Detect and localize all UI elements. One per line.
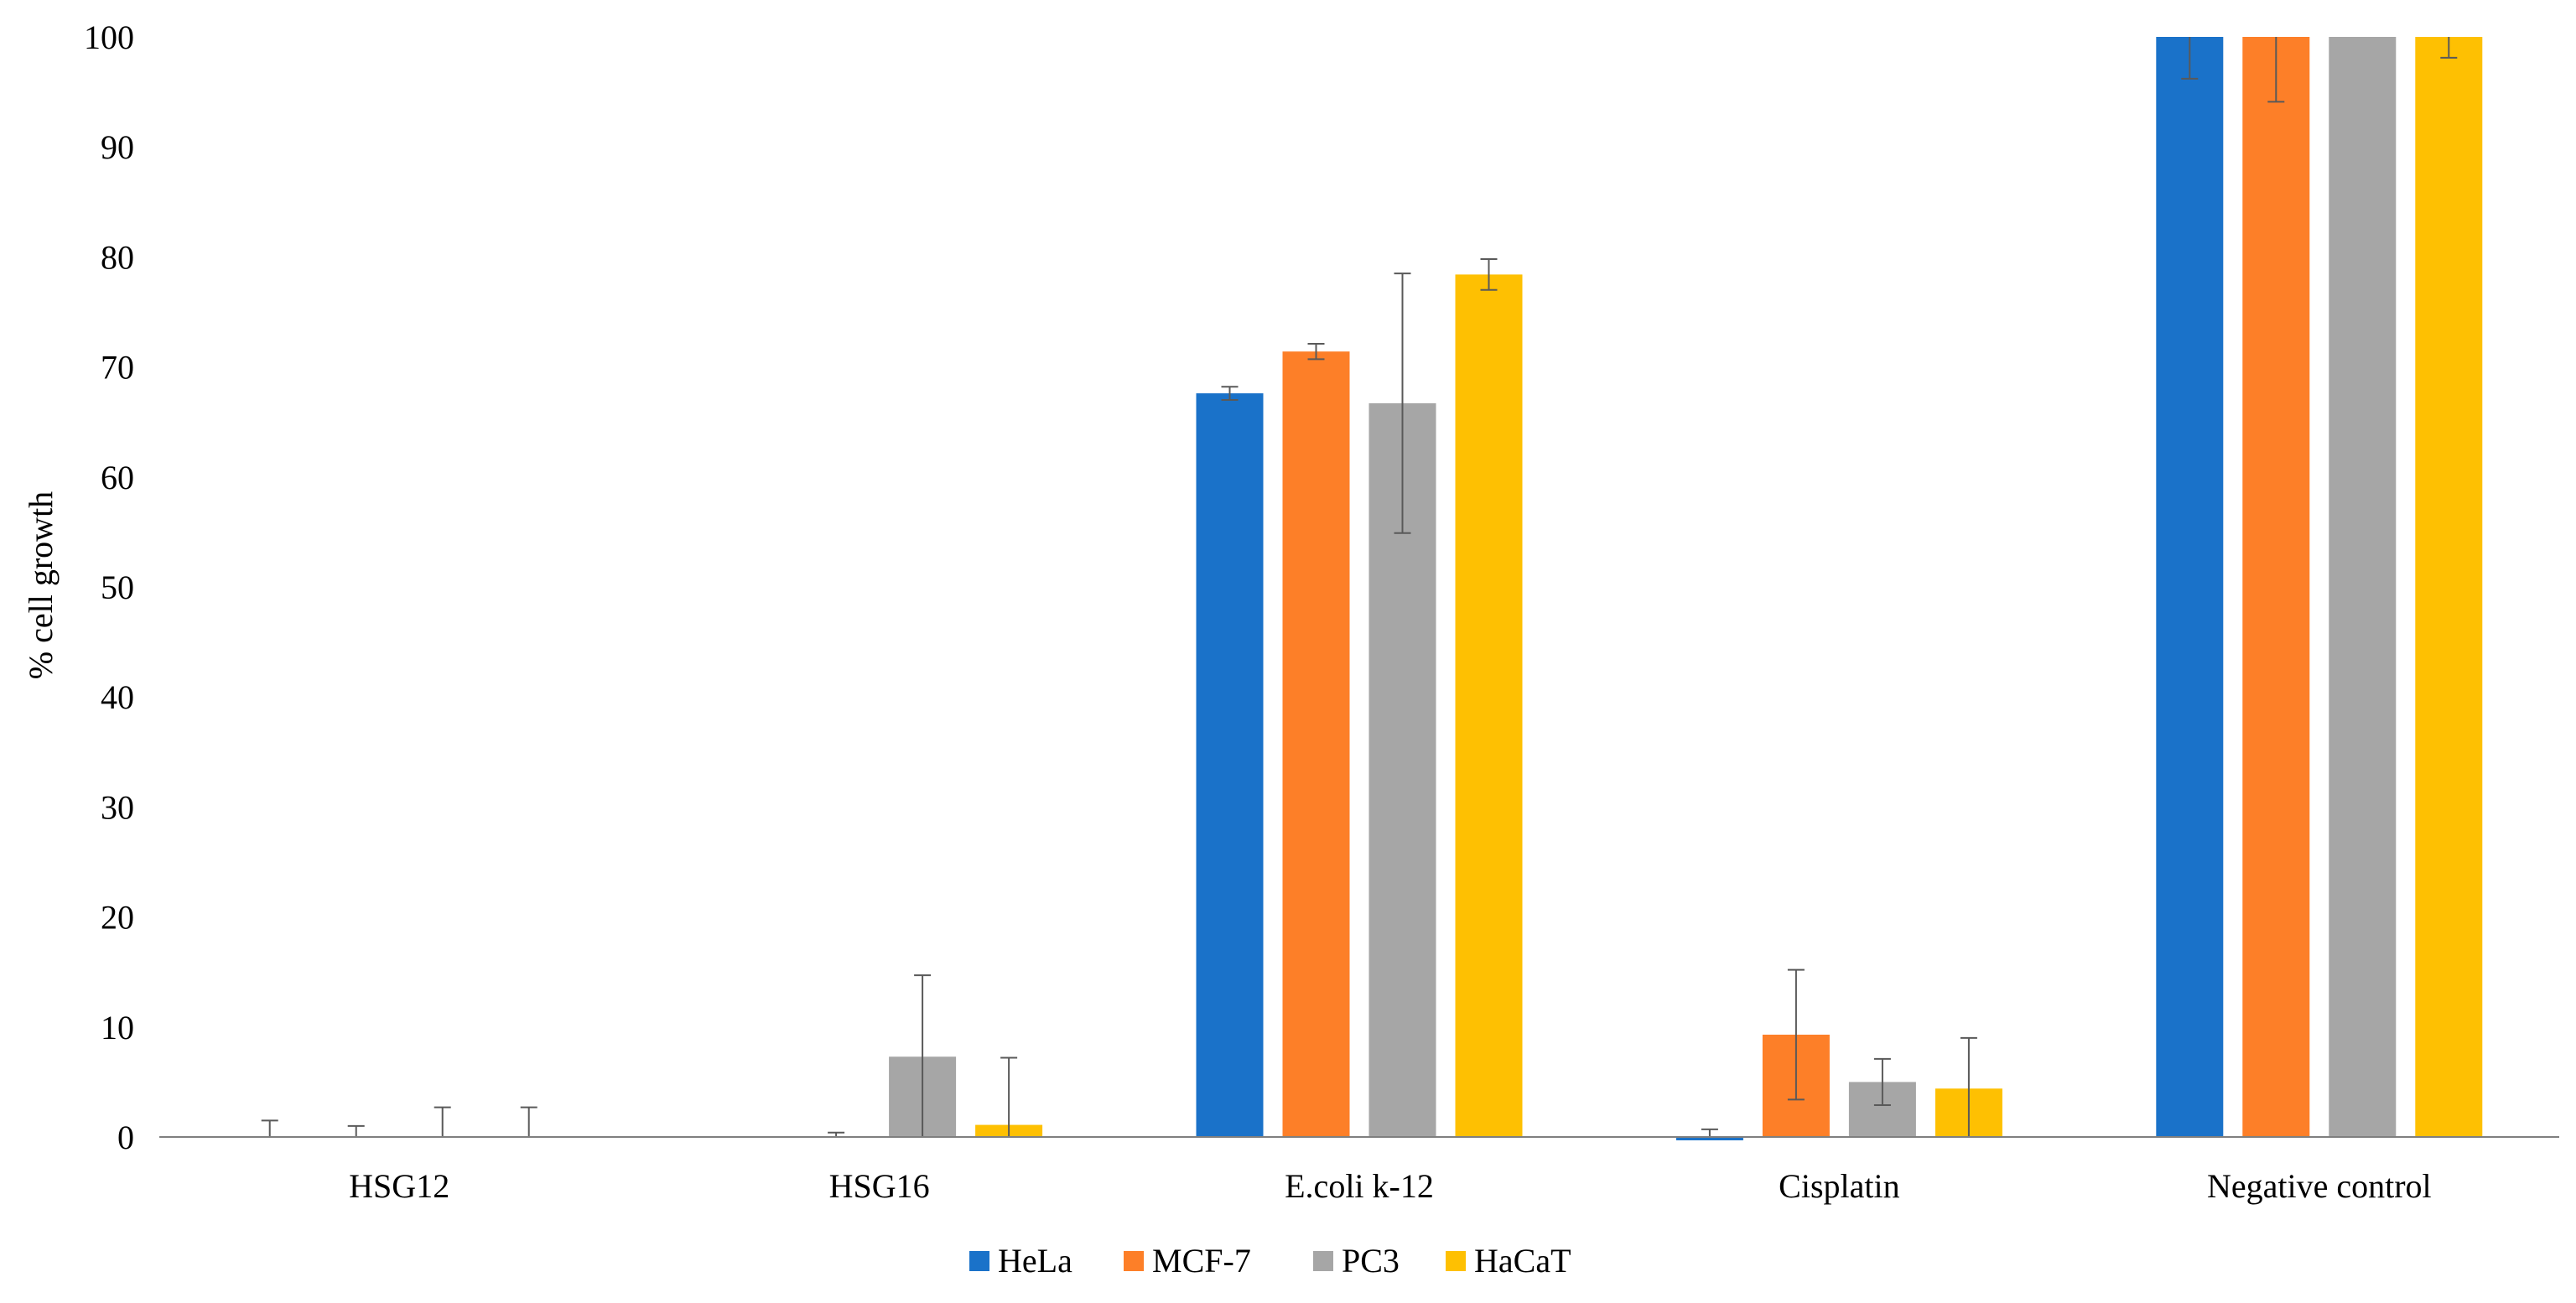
legend-swatch bbox=[1124, 1251, 1144, 1271]
legend-swatch bbox=[969, 1251, 989, 1271]
legend-label: HeLa bbox=[998, 1242, 1072, 1280]
x-category-label: Negative control bbox=[2207, 1167, 2432, 1205]
bars bbox=[889, 37, 2483, 1140]
y-axis-title: % cell growth bbox=[22, 491, 60, 679]
y-tick-label: 20 bbox=[101, 899, 134, 937]
bar-pc3 bbox=[2329, 37, 2397, 1137]
bar-hacat bbox=[1455, 274, 1523, 1138]
bar-mcf-7 bbox=[2242, 37, 2310, 1137]
error-bar bbox=[1307, 343, 1325, 361]
error-bars bbox=[261, 37, 2458, 1137]
y-tick-label: 100 bbox=[84, 18, 134, 56]
y-tick-label: 30 bbox=[101, 788, 134, 826]
error-bar bbox=[1873, 1057, 1891, 1106]
error-bar bbox=[261, 1119, 278, 1137]
y-tick-label: 50 bbox=[101, 568, 134, 606]
legend: HeLa MCF-7 PC3 HaCaT bbox=[969, 1242, 1571, 1280]
x-category-label: Cisplatin bbox=[1779, 1167, 1899, 1205]
y-axis-ticks: 0 10 20 30 40 50 60 70 80 90 100 bbox=[84, 18, 134, 1156]
bar-hela bbox=[1675, 1137, 1743, 1140]
legend-item-pc3: PC3 bbox=[1313, 1242, 1400, 1280]
legend-item-hacat: HaCaT bbox=[1446, 1242, 1571, 1280]
error-bar bbox=[520, 1106, 538, 1137]
legend-swatch bbox=[1446, 1251, 1466, 1271]
error-bar bbox=[434, 1106, 451, 1137]
y-tick-label: 60 bbox=[101, 459, 134, 496]
error-bar bbox=[2440, 37, 2458, 59]
legend-item-hela: HeLa bbox=[969, 1242, 1072, 1280]
error-bar bbox=[2267, 37, 2285, 103]
bar-hela bbox=[2156, 37, 2224, 1137]
y-tick-label: 40 bbox=[101, 678, 134, 716]
bar-hacat bbox=[2415, 37, 2483, 1137]
y-tick-label: 10 bbox=[101, 1009, 134, 1046]
x-category-label: HSG12 bbox=[349, 1167, 449, 1205]
error-bar bbox=[347, 1124, 365, 1137]
legend-item-mcf-7: MCF-7 bbox=[1124, 1242, 1251, 1280]
legend-label: MCF-7 bbox=[1152, 1242, 1251, 1280]
error-bar bbox=[914, 974, 932, 1137]
x-category-label: E.coli k-12 bbox=[1285, 1167, 1434, 1205]
y-tick-label: 80 bbox=[101, 238, 134, 276]
error-bar bbox=[2181, 37, 2199, 80]
error-bar bbox=[1787, 968, 1805, 1101]
legend-label: HaCaT bbox=[1474, 1242, 1571, 1280]
y-tick-label: 70 bbox=[101, 349, 134, 387]
x-category-label: HSG16 bbox=[829, 1167, 930, 1205]
error-bar bbox=[1394, 273, 1411, 534]
x-axis-categories: HSG12 HSG16 E.coli k-12 Cisplatin Negative c… bbox=[349, 1167, 2431, 1205]
error-bar bbox=[1480, 258, 1498, 291]
error-bar bbox=[1221, 386, 1239, 401]
legend-label: PC3 bbox=[1342, 1242, 1400, 1280]
y-tick-label: 90 bbox=[101, 128, 134, 166]
bar-mcf-7 bbox=[1282, 351, 1350, 1137]
error-bar bbox=[1000, 1056, 1018, 1137]
error-bar bbox=[1960, 1036, 1977, 1137]
error-bar bbox=[1701, 1128, 1718, 1137]
y-tick-label: 0 bbox=[117, 1119, 134, 1156]
bar-hela bbox=[1196, 393, 1264, 1137]
legend-swatch bbox=[1313, 1251, 1333, 1271]
